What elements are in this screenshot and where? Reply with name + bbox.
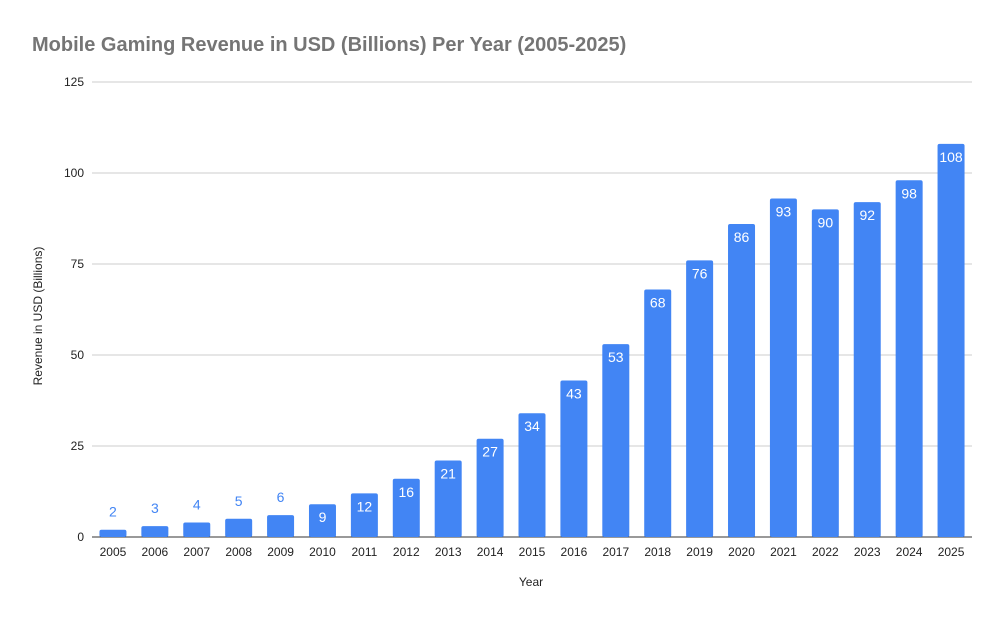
x-tick-label: 2022 <box>812 545 839 559</box>
bar-2024 <box>895 180 923 537</box>
bar-2018 <box>644 289 672 537</box>
data-label: 16 <box>398 484 414 500</box>
bar-2011 <box>350 493 378 537</box>
data-label: 9 <box>319 509 327 525</box>
data-label: 68 <box>650 294 666 310</box>
data-label: 86 <box>734 229 750 245</box>
x-tick-label: 2013 <box>435 545 462 559</box>
x-tick-label: 2024 <box>896 545 923 559</box>
data-label: 90 <box>818 214 834 230</box>
y-tick-label: 0 <box>77 530 84 544</box>
bar-2012 <box>392 478 420 537</box>
x-tick-label: 2012 <box>393 545 420 559</box>
bar-2017 <box>602 344 630 537</box>
x-tick-label: 2020 <box>728 545 755 559</box>
bar-2016 <box>560 380 588 537</box>
bars <box>99 143 965 538</box>
data-label: 93 <box>776 203 792 219</box>
x-tick-label: 2014 <box>477 545 504 559</box>
x-tick-label: 2009 <box>267 545 294 559</box>
x-tick-label: 2007 <box>183 545 210 559</box>
data-label: 76 <box>692 265 708 281</box>
x-tick-label: 2006 <box>142 545 169 559</box>
y-tick-label: 50 <box>71 348 85 362</box>
bar-2009 <box>267 515 295 537</box>
x-tick-label: 2016 <box>561 545 588 559</box>
data-label: 6 <box>277 489 285 505</box>
data-label: 108 <box>939 149 963 165</box>
chart-title: Mobile Gaming Revenue in USD (Billions) … <box>32 34 626 56</box>
data-label: 98 <box>901 185 917 201</box>
bar-2022 <box>811 209 839 537</box>
y-tick-label: 25 <box>71 439 85 453</box>
data-label: 5 <box>235 493 243 509</box>
bar-2021 <box>769 198 797 538</box>
x-tick-label: 2019 <box>686 545 713 559</box>
x-tick-label: 2010 <box>309 545 336 559</box>
x-tick-label: 2011 <box>351 545 377 559</box>
y-axis-ticks: 0 25 50 75 100 125 <box>64 75 84 544</box>
y-tick-label: 75 <box>71 257 85 271</box>
y-axis-label: Revenue in USD (Billions) <box>31 247 45 386</box>
data-label: 3 <box>151 500 159 516</box>
x-tick-label: 2005 <box>100 545 127 559</box>
bar-2013 <box>434 460 462 537</box>
bar-2025 <box>937 143 965 537</box>
bar-2015 <box>518 413 546 537</box>
x-tick-label: 2018 <box>644 545 671 559</box>
data-label: 12 <box>357 498 373 514</box>
x-axis-ticks: 2005 2006 2007 2008 2009 2010 2011 2012 2013 2014… <box>100 545 965 559</box>
x-tick-label: 2025 <box>938 545 965 559</box>
data-label: 43 <box>566 385 582 401</box>
data-label: 53 <box>608 349 624 365</box>
bar-2007 <box>183 522 211 537</box>
data-label: 92 <box>859 207 875 223</box>
x-tick-label: 2023 <box>854 545 881 559</box>
bar-2020 <box>728 223 756 537</box>
x-tick-label: 2021 <box>770 545 797 559</box>
data-label: 27 <box>482 444 498 460</box>
bar-2008 <box>225 518 253 537</box>
y-tick-label: 100 <box>64 166 84 180</box>
bar-2010 <box>308 504 336 537</box>
x-tick-label: 2015 <box>519 545 546 559</box>
data-label: 34 <box>524 418 540 434</box>
bar-2014 <box>476 438 504 537</box>
bar-2019 <box>686 260 714 537</box>
bar-2023 <box>853 202 881 537</box>
bar-2006 <box>141 526 169 537</box>
data-label: 2 <box>109 504 117 520</box>
x-axis-label: Year <box>519 575 543 589</box>
bar-2005 <box>99 529 127 537</box>
x-tick-label: 2017 <box>602 545 629 559</box>
y-tick-label: 125 <box>64 75 84 89</box>
data-label: 21 <box>440 466 456 482</box>
x-tick-label: 2008 <box>225 545 252 559</box>
data-label: 4 <box>193 496 201 512</box>
